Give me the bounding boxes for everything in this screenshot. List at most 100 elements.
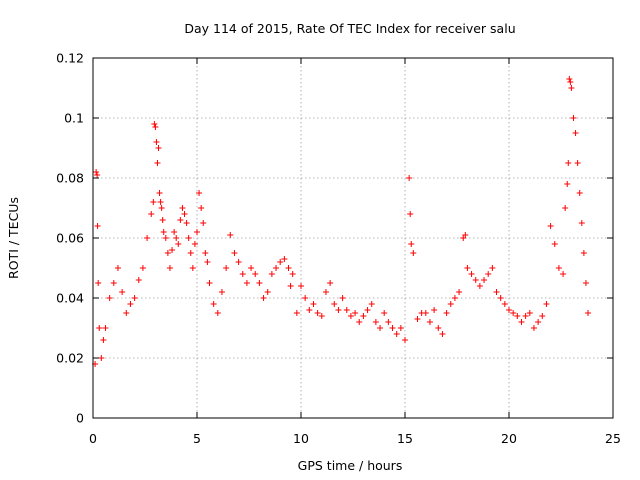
data-point [135, 277, 142, 283]
data-point [472, 277, 479, 283]
data-points [92, 76, 592, 367]
y-tick-label: 0.06 [56, 231, 84, 246]
data-point [347, 313, 354, 319]
data-point [171, 229, 178, 235]
data-point [231, 250, 238, 256]
data-point [489, 265, 496, 271]
data-point [264, 289, 271, 295]
data-point [381, 310, 388, 316]
data-point [568, 85, 575, 91]
data-point [235, 259, 242, 265]
data-point [281, 256, 288, 262]
data-point [578, 220, 585, 226]
data-point [293, 310, 300, 316]
data-point [408, 241, 415, 247]
data-point [339, 295, 346, 301]
data-point [331, 301, 338, 307]
data-point [252, 271, 259, 277]
data-point [314, 310, 321, 316]
data-point [223, 265, 230, 271]
y-tick-label: 0.12 [56, 51, 84, 66]
data-point [285, 265, 292, 271]
x-axis-label: GPS time / hours [298, 458, 403, 473]
data-point [368, 301, 375, 307]
chart-title: Day 114 of 2015, Rate Of TEC Index for r… [184, 21, 515, 36]
data-point [514, 313, 521, 319]
data-point [567, 79, 574, 85]
data-point [389, 325, 396, 331]
data-point [123, 310, 130, 316]
data-point [526, 310, 533, 316]
data-point [159, 217, 166, 223]
data-point [94, 172, 101, 178]
data-point [464, 265, 471, 271]
data-point [518, 319, 525, 325]
data-point [151, 121, 158, 127]
data-point [127, 301, 134, 307]
data-point [306, 307, 313, 313]
data-point [372, 319, 379, 325]
y-tick-label: 0.08 [56, 171, 84, 186]
y-axis-label: ROTI / TECUs [6, 197, 21, 279]
data-point [152, 124, 159, 130]
y-tick-label: 0.02 [56, 351, 84, 366]
data-point [227, 232, 234, 238]
data-point [501, 301, 508, 307]
data-point [435, 325, 442, 331]
data-point [102, 325, 109, 331]
x-tick-label: 10 [293, 431, 309, 446]
data-point [160, 229, 167, 235]
data-point [402, 337, 408, 343]
data-point [422, 310, 429, 316]
data-point [148, 211, 155, 217]
data-point [360, 313, 367, 319]
data-point [144, 235, 151, 241]
data-point [131, 295, 138, 301]
data-point [456, 289, 463, 295]
x-tick-label: 15 [397, 431, 413, 446]
data-point [175, 241, 182, 247]
data-point [510, 310, 517, 316]
data-point [157, 199, 164, 205]
data-point [268, 271, 275, 277]
data-point [481, 277, 488, 283]
data-point [177, 217, 184, 223]
data-point [431, 307, 438, 313]
data-point [191, 241, 198, 247]
x-tick-label: 5 [193, 431, 201, 446]
data-point [493, 289, 500, 295]
data-point [426, 319, 433, 325]
data-point [539, 313, 546, 319]
data-point [202, 250, 209, 256]
data-point [468, 271, 475, 277]
data-point [585, 310, 592, 316]
data-point [214, 310, 221, 316]
data-point [298, 283, 304, 289]
data-point [565, 160, 572, 166]
data-point [443, 310, 450, 316]
data-point [119, 289, 126, 295]
data-point [204, 259, 211, 265]
data-point [562, 205, 569, 211]
data-point [572, 130, 579, 136]
y-tick-label: 0.1 [64, 111, 84, 126]
data-point [560, 271, 567, 277]
data-point [179, 205, 186, 211]
data-point [414, 316, 421, 322]
data-point [318, 313, 325, 319]
data-point [462, 232, 469, 238]
data-point [551, 241, 558, 247]
data-point [110, 280, 117, 286]
data-point [555, 265, 562, 271]
data-point [260, 295, 267, 301]
data-point [564, 181, 571, 187]
x-tick-label: 0 [89, 431, 97, 446]
data-point [497, 295, 504, 301]
data-point [352, 310, 359, 316]
data-point [407, 211, 414, 217]
x-tick-label: 20 [501, 431, 517, 446]
data-point [543, 301, 550, 307]
data-point [356, 319, 363, 325]
data-point [377, 325, 384, 331]
data-point [343, 307, 350, 313]
